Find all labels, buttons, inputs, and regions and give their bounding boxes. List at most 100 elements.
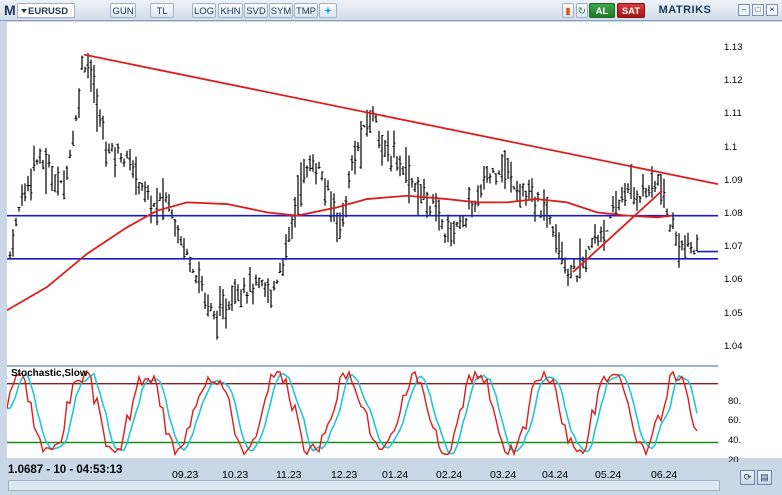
minimize-icon[interactable]: –	[738, 4, 750, 16]
buy-button[interactable]: AL	[589, 3, 615, 18]
price-bar	[644, 187, 648, 198]
price-bar	[287, 226, 291, 242]
price-bar	[695, 234, 699, 252]
stochastic-panel[interactable]: Stochastic,Slow	[7, 367, 718, 458]
price-bar	[590, 238, 594, 248]
price-bar	[611, 195, 615, 213]
price-bar	[23, 183, 27, 202]
price-bar	[140, 182, 144, 191]
price-bar	[158, 192, 162, 202]
price-bar	[647, 185, 651, 197]
price-bar	[623, 183, 627, 207]
price-bar	[551, 226, 555, 237]
horizontal-scrollbar[interactable]	[8, 480, 720, 491]
price-bar	[629, 164, 633, 200]
stochastic-title: Stochastic,Slow	[11, 368, 88, 379]
price-bar	[137, 182, 141, 195]
settings-icon[interactable]: ▤	[757, 470, 772, 485]
svd-button[interactable]: SVD	[244, 3, 268, 18]
panel-splitter[interactable]	[7, 365, 782, 367]
price-bar	[365, 109, 369, 137]
price-bar	[236, 284, 240, 302]
khn-button[interactable]: KHN	[218, 3, 243, 18]
price-bar	[296, 175, 300, 215]
price-bar	[479, 184, 483, 198]
price-bar	[533, 196, 537, 222]
price-bar	[149, 195, 153, 224]
price-tick-label: 1.07	[724, 241, 743, 253]
price-bar	[254, 274, 258, 286]
price-bar	[692, 249, 696, 255]
price-bar	[152, 202, 156, 208]
price-tick-label: 1.04	[724, 340, 743, 352]
price-bar	[89, 59, 93, 92]
price-bar	[80, 55, 84, 70]
refresh-icon[interactable]: ↻	[576, 3, 588, 18]
menu-icon[interactable]: M	[4, 2, 16, 18]
log-button[interactable]: LOG	[192, 3, 216, 18]
price-bar	[266, 278, 270, 303]
sell-button[interactable]: SAT	[617, 3, 645, 18]
price-bar	[491, 167, 495, 174]
price-bar	[494, 173, 498, 185]
price-bar	[602, 219, 606, 251]
price-bar	[503, 150, 507, 189]
price-bar	[278, 262, 282, 274]
time-axis: 1.0687 - 10 - 04:53:13 09.23 10.23 11.23 12…	[0, 462, 782, 495]
price-bar	[425, 191, 429, 218]
price-bar	[662, 178, 666, 209]
price-bar	[599, 226, 603, 243]
price-bar	[506, 157, 510, 179]
symbol-selector[interactable]: EURUSD	[17, 3, 75, 18]
price-tick-label: 1.13	[724, 42, 743, 53]
price-bar	[524, 190, 528, 206]
price-bar	[17, 206, 21, 212]
price-bar	[335, 212, 339, 243]
price-bar	[215, 310, 219, 340]
price-bar	[392, 130, 396, 158]
price-bar	[32, 145, 36, 171]
price-bar	[350, 155, 354, 171]
price-tick-label: 1.12	[724, 75, 743, 87]
maximize-icon[interactable]: □	[752, 4, 764, 16]
stochastic-tick-label: 60.	[728, 415, 742, 427]
price-bar	[593, 224, 597, 244]
close-icon[interactable]: ×	[766, 4, 778, 16]
price-bar	[29, 168, 33, 201]
price-bar	[446, 214, 450, 243]
price-bar	[299, 162, 303, 207]
price-bar	[617, 199, 621, 211]
twitter-icon[interactable]: ✦	[319, 3, 337, 18]
price-bar	[257, 277, 261, 289]
price-chart-panel[interactable]	[7, 22, 718, 365]
price-bar	[329, 191, 333, 222]
price-bar	[86, 53, 90, 79]
price-bar	[497, 170, 501, 175]
price-bars	[8, 53, 699, 340]
price-bar	[410, 178, 414, 188]
price-bar	[311, 154, 315, 172]
price-bar	[626, 183, 630, 194]
price-bar	[62, 170, 66, 200]
tl-button[interactable]: TL	[150, 3, 174, 18]
price-bar	[557, 232, 561, 259]
cycle-icon[interactable]: ⟳	[740, 470, 755, 485]
price-bar	[572, 259, 576, 269]
document-icon[interactable]: ▮	[562, 3, 574, 18]
sym-button[interactable]: SYM	[269, 3, 293, 18]
gun-button[interactable]: GUN	[110, 3, 136, 18]
price-bar	[458, 215, 462, 230]
price-bar	[464, 217, 468, 228]
price-bar	[548, 216, 552, 225]
stochastic-tick-label: 80.	[728, 395, 742, 407]
time-tick-label: 10.23	[222, 469, 249, 481]
stochastic-d-line	[7, 372, 698, 455]
moving-average-line	[7, 194, 673, 312]
price-bar	[194, 275, 198, 284]
price-bar	[125, 150, 129, 159]
tmp-button[interactable]: TMP	[294, 3, 318, 18]
price-bar	[527, 179, 531, 200]
price-bar	[98, 109, 102, 127]
price-bar	[164, 192, 168, 203]
